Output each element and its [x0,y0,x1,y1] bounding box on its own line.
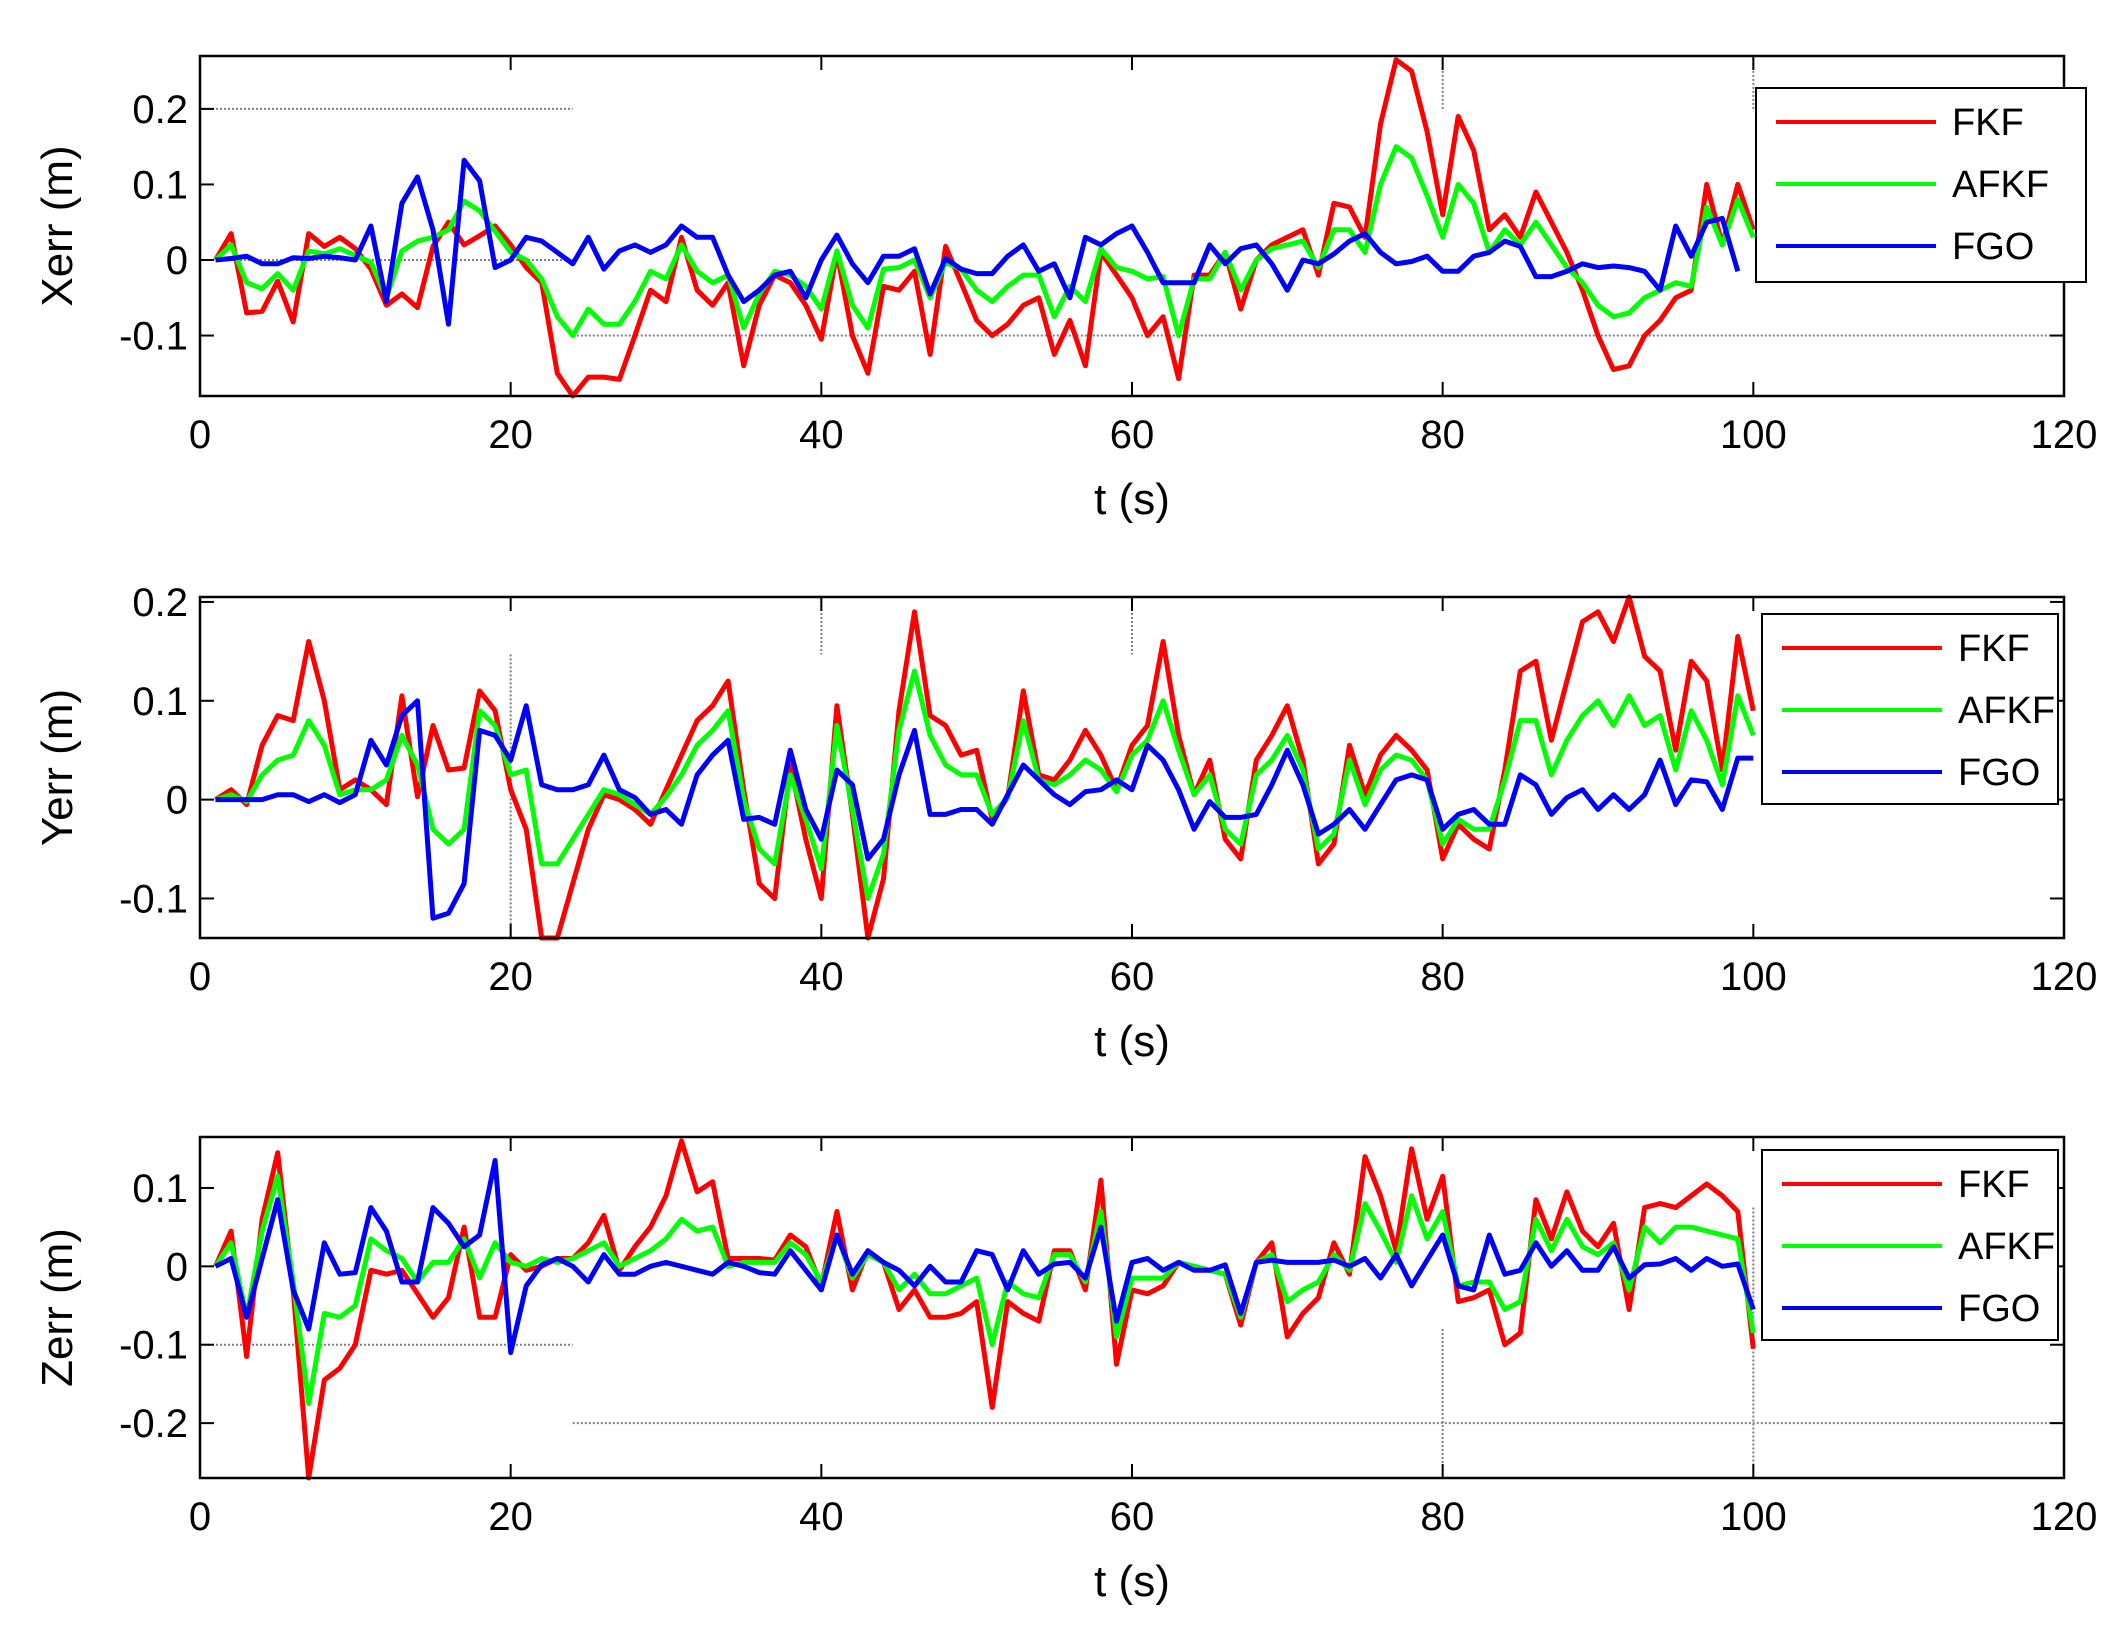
x-tick-label: 40 [799,413,844,457]
y-tick-label: -0.1 [119,877,188,921]
legend-label-fkf: FKF [1952,102,2024,144]
x-tick-label: 0 [189,955,211,999]
panel-yerr: 0 20 40 60 80 100 120-0.100.10.2 t (s) Yerr (m… [33,581,2097,1066]
y-tick-label: 0 [166,1245,188,1289]
series-line-afkf [213,144,1756,339]
series-line-fgo [215,698,1754,921]
y-axis-label: Yerr (m) [33,689,82,846]
legend: FKF AFKF FGO [1755,87,2087,283]
y-tick-label: 0 [166,239,188,283]
x-tick-label: 100 [1720,1495,1787,1539]
series-layer [213,1138,1756,1481]
x-tick-label: 60 [1110,1495,1155,1539]
y-tick-label: 0.1 [132,1167,188,1211]
series-line-fkf [213,57,1756,399]
y-tick-label: 0.2 [132,88,188,132]
x-tick-label: 80 [1420,413,1465,457]
panel-xerr: 0 20 40 60 80 100 120 -0.1 0 0.1 0.2 t (s) Xerr (m… [33,54,2098,524]
series-line-afkf [213,1173,1756,1406]
x-tick-label: 40 [799,955,844,999]
series-line-afkf [214,668,1756,901]
panel-zerr: 0 20 40 60 80 100 120 -0.2 -0.1 0 0.1 t (s) Zerr (… [33,1135,2098,1606]
x-tick-label: 100 [1720,413,1787,457]
series-line-fkf [214,594,1756,941]
y-tick-label: -0.1 [119,1324,188,1368]
x-axis-label: t (s) [1094,1017,1170,1066]
x-tick-label: 20 [488,955,533,999]
series-layer [214,594,1756,941]
legend: FKF AFKF FGO [1761,1149,2059,1341]
y-tick-label: 0.1 [132,680,188,724]
x-tick-label: 40 [799,1495,844,1539]
legend-label-afkf: AFKF [1958,1226,2055,1268]
x-tick-label: 60 [1110,413,1155,457]
series-line-fgo [215,157,1741,327]
x-axis-label: t (s) [1094,1557,1170,1606]
legend: FKF AFKF FGO [1761,613,2059,805]
x-tick-label: 80 [1420,955,1465,999]
x-tick-label: 120 [2031,1495,2098,1539]
y-tick-label: 0.2 [132,581,188,625]
legend-label-afkf: AFKF [1952,164,2049,206]
legend-label-fkf: FKF [1958,1164,2030,1206]
x-tick-label: 0 [189,1495,211,1539]
x-tick-label: 120 [2031,955,2098,999]
legend-label-fgo: FGO [1958,1288,2040,1330]
y-tick-label: 0.1 [132,163,188,207]
y-tick-label: 0 [166,779,188,823]
series-line-fgo [214,1158,1756,1356]
legend-label-fkf: FKF [1958,628,2030,670]
y-tick-label: -0.1 [119,315,188,359]
x-tick-label: 20 [488,413,533,457]
x-tick-label: 0 [189,413,211,457]
series-line-fkf [213,1138,1756,1481]
legend-label-afkf: AFKF [1958,690,2055,732]
x-tick-label: 20 [488,1495,533,1539]
y-axis-label: Xerr (m) [33,145,82,306]
y-axis-label: Zerr (m) [33,1228,82,1387]
x-tick-label: 80 [1420,1495,1465,1539]
legend-label-fgo: FGO [1958,752,2040,794]
y-tick-label: -0.2 [119,1402,188,1446]
series-layer [213,57,1756,399]
x-axis-label: t (s) [1094,475,1170,524]
x-tick-label: 120 [2031,413,2098,457]
x-tick-label: 60 [1110,955,1155,999]
x-tick-label: 100 [1720,955,1787,999]
legend-label-fgo: FGO [1952,226,2034,268]
